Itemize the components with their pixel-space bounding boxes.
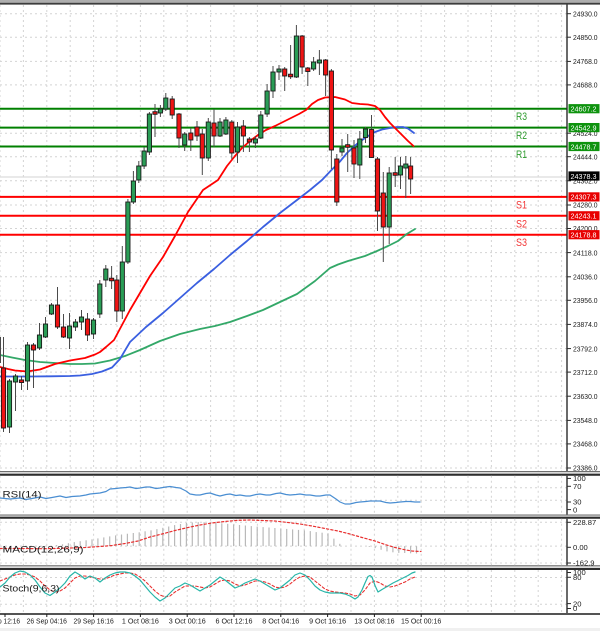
svg-text:S3: S3 xyxy=(516,237,527,249)
svg-text:24607.2: 24607.2 xyxy=(571,105,597,114)
svg-text:3 Oct 00:16: 3 Oct 00:16 xyxy=(169,617,206,626)
svg-text:23792.0: 23792.0 xyxy=(573,344,598,353)
svg-text:24768.0: 24768.0 xyxy=(573,57,598,66)
svg-text:100: 100 xyxy=(573,474,586,483)
svg-text:70: 70 xyxy=(573,482,581,491)
svg-text:23386.0: 23386.0 xyxy=(573,464,598,473)
svg-text:24688.0: 24688.0 xyxy=(573,81,598,90)
svg-text:24243.1: 24243.1 xyxy=(571,212,597,221)
svg-text:23874.0: 23874.0 xyxy=(573,320,598,329)
svg-text:9 Oct 16:16: 9 Oct 16:16 xyxy=(309,617,346,626)
svg-text:24930.0: 24930.0 xyxy=(573,9,598,18)
svg-text:24178.8: 24178.8 xyxy=(571,231,597,240)
svg-text:29 Sep 16:16: 29 Sep 16:16 xyxy=(73,617,113,626)
svg-text:80: 80 xyxy=(573,573,581,582)
svg-text:24478.7: 24478.7 xyxy=(571,142,597,151)
svg-text:23956.0: 23956.0 xyxy=(573,296,598,305)
svg-text:MACD(12,26,9): MACD(12,26,9) xyxy=(3,545,84,555)
svg-text:24378.3: 24378.3 xyxy=(571,172,597,181)
svg-text:24362.0: 24362.0 xyxy=(573,177,598,186)
svg-text:0: 0 xyxy=(573,604,577,613)
svg-text:23712.0: 23712.0 xyxy=(573,368,598,377)
svg-text:R1: R1 xyxy=(516,149,527,161)
svg-text:R3: R3 xyxy=(516,111,527,123)
svg-text:24036.0: 24036.0 xyxy=(573,273,598,282)
svg-text:6 Oct 12:16: 6 Oct 12:16 xyxy=(216,617,253,626)
svg-text:15 Oct 00:16: 15 Oct 00:16 xyxy=(401,617,441,626)
svg-text:23548.0: 23548.0 xyxy=(573,416,598,425)
svg-text:24850.0: 24850.0 xyxy=(573,33,598,42)
svg-text:S2: S2 xyxy=(516,218,527,230)
svg-text:24307.3: 24307.3 xyxy=(571,193,597,202)
svg-text:24542.9: 24542.9 xyxy=(571,123,597,132)
svg-text:Sep 12:16: Sep 12:16 xyxy=(0,617,20,626)
svg-text:228.87: 228.87 xyxy=(573,518,596,527)
svg-text:23468.0: 23468.0 xyxy=(573,440,598,449)
svg-text:24118.0: 24118.0 xyxy=(573,248,598,257)
svg-text:23630.0: 23630.0 xyxy=(573,392,598,401)
svg-text:8 Oct 04:16: 8 Oct 04:16 xyxy=(262,617,299,626)
svg-text:20: 20 xyxy=(573,599,581,608)
svg-text:Stoch(9,6,3): Stoch(9,6,3) xyxy=(3,584,60,594)
svg-text:13 Oct 08:16: 13 Oct 08:16 xyxy=(354,617,394,626)
svg-text:0: 0 xyxy=(573,505,577,514)
svg-text:100: 100 xyxy=(573,568,586,577)
svg-text:24200.0: 24200.0 xyxy=(573,224,598,233)
svg-text:1 Oct 08:16: 1 Oct 08:16 xyxy=(122,617,159,626)
svg-text:R2: R2 xyxy=(516,130,527,142)
svg-text:0.00: 0.00 xyxy=(573,543,588,552)
svg-text:26 Sep 04:16: 26 Sep 04:16 xyxy=(27,617,67,626)
svg-text:24280.0: 24280.0 xyxy=(573,201,598,210)
svg-text:RSI(14): RSI(14) xyxy=(3,490,42,500)
svg-text:S1: S1 xyxy=(516,199,527,211)
svg-text:-162.9: -162.9 xyxy=(573,559,595,568)
svg-text:30: 30 xyxy=(573,498,581,507)
svg-text:24524.0: 24524.0 xyxy=(573,129,598,138)
svg-text:24444.0: 24444.0 xyxy=(573,152,598,161)
